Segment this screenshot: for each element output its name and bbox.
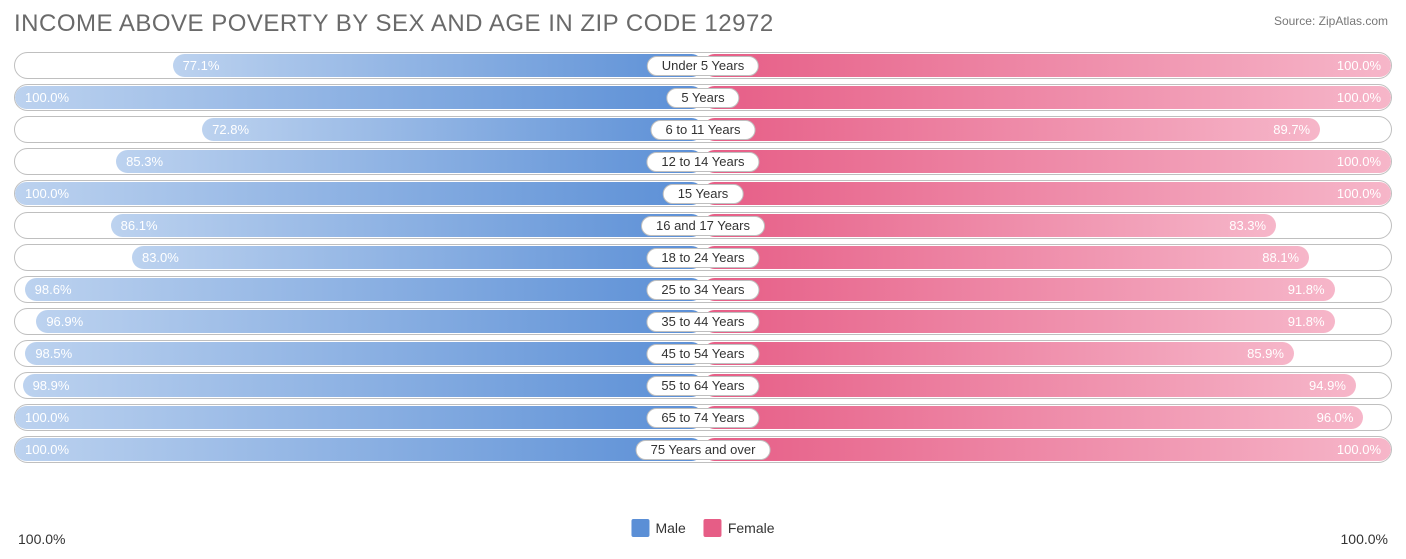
male-bar: 100.0% (15, 406, 703, 429)
male-value-label: 83.0% (142, 250, 179, 265)
chart-source: Source: ZipAtlas.com (1274, 10, 1392, 28)
female-value-label: 100.0% (1337, 154, 1381, 169)
category-label: Under 5 Years (647, 56, 759, 76)
female-bar: 100.0% (703, 182, 1391, 205)
male-value-label: 96.9% (46, 314, 83, 329)
female-bar: 100.0% (703, 150, 1391, 173)
female-bar: 88.1% (703, 246, 1309, 269)
female-bar: 91.8% (703, 310, 1335, 333)
legend-item-female: Female (704, 519, 775, 537)
female-bar: 94.9% (703, 374, 1356, 397)
male-bar: 100.0% (15, 438, 703, 461)
female-value-label: 100.0% (1337, 186, 1381, 201)
chart-row: 100.0% 100.0% 5 Years (14, 84, 1392, 111)
male-bar: 85.3% (116, 150, 703, 173)
category-label: 25 to 34 Years (646, 280, 759, 300)
legend-swatch-male (631, 519, 649, 537)
female-value-label: 96.0% (1317, 410, 1354, 425)
chart-row: 100.0% 100.0% 15 Years (14, 180, 1392, 207)
male-bar: 96.9% (36, 310, 703, 333)
female-value-label: 83.3% (1229, 218, 1266, 233)
male-bar: 86.1% (111, 214, 703, 237)
male-bar: 77.1% (173, 54, 703, 77)
legend-label-female: Female (728, 520, 775, 536)
female-bar: 100.0% (703, 438, 1391, 461)
legend-swatch-female (704, 519, 722, 537)
chart-row: 77.1% 100.0% Under 5 Years (14, 52, 1392, 79)
male-value-label: 85.3% (126, 154, 163, 169)
chart-header: INCOME ABOVE POVERTY BY SEX AND AGE IN Z… (14, 10, 1392, 38)
chart-row: 98.6% 91.8% 25 to 34 Years (14, 276, 1392, 303)
legend-label-male: Male (655, 520, 685, 536)
female-value-label: 91.8% (1288, 282, 1325, 297)
female-value-label: 100.0% (1337, 90, 1381, 105)
male-bar: 100.0% (15, 86, 703, 109)
axis-label-right: 100.0% (1341, 531, 1388, 547)
female-bar: 91.8% (703, 278, 1335, 301)
chart-rows: 77.1% 100.0% Under 5 Years 100.0% 100.0% 5 Ye… (14, 52, 1392, 463)
category-label: 65 to 74 Years (646, 408, 759, 428)
category-label: 12 to 14 Years (646, 152, 759, 172)
male-bar: 83.0% (132, 246, 703, 269)
male-value-label: 98.6% (35, 282, 72, 297)
female-value-label: 94.9% (1309, 378, 1346, 393)
chart-row: 86.1% 83.3% 16 and 17 Years (14, 212, 1392, 239)
female-value-label: 91.8% (1288, 314, 1325, 329)
male-bar: 72.8% (202, 118, 703, 141)
male-value-label: 100.0% (25, 186, 69, 201)
female-bar: 89.7% (703, 118, 1320, 141)
male-value-label: 100.0% (25, 90, 69, 105)
chart-row: 98.9% 94.9% 55 to 64 Years (14, 372, 1392, 399)
chart-row: 96.9% 91.8% 35 to 44 Years (14, 308, 1392, 335)
legend-item-male: Male (631, 519, 685, 537)
male-bar: 100.0% (15, 182, 703, 205)
male-value-label: 86.1% (121, 218, 158, 233)
category-label: 45 to 54 Years (646, 344, 759, 364)
male-value-label: 77.1% (183, 58, 220, 73)
chart-body: 77.1% 100.0% Under 5 Years 100.0% 100.0% 5 Ye… (14, 52, 1392, 511)
female-bar: 85.9% (703, 342, 1294, 365)
male-value-label: 100.0% (25, 442, 69, 457)
chart-row: 83.0% 88.1% 18 to 24 Years (14, 244, 1392, 271)
male-bar: 98.5% (25, 342, 703, 365)
category-label: 55 to 64 Years (646, 376, 759, 396)
axis-label-left: 100.0% (18, 531, 65, 547)
category-label: 75 Years and over (636, 440, 771, 460)
female-value-label: 85.9% (1247, 346, 1284, 361)
category-label: 18 to 24 Years (646, 248, 759, 268)
chart-footer: 100.0% 100.0% Male Female (14, 517, 1392, 551)
male-value-label: 98.5% (35, 346, 72, 361)
male-bar: 98.6% (25, 278, 703, 301)
female-bar: 96.0% (703, 406, 1363, 429)
female-value-label: 89.7% (1273, 122, 1310, 137)
chart-row: 72.8% 89.7% 6 to 11 Years (14, 116, 1392, 143)
category-label: 15 Years (663, 184, 744, 204)
chart-row: 100.0% 100.0% 75 Years and over (14, 436, 1392, 463)
male-value-label: 98.9% (33, 378, 70, 393)
female-bar: 100.0% (703, 54, 1391, 77)
female-bar: 100.0% (703, 86, 1391, 109)
male-bar: 98.9% (23, 374, 703, 397)
chart-row: 100.0% 96.0% 65 to 74 Years (14, 404, 1392, 431)
chart-row: 85.3% 100.0% 12 to 14 Years (14, 148, 1392, 175)
female-value-label: 88.1% (1262, 250, 1299, 265)
female-value-label: 100.0% (1337, 442, 1381, 457)
chart-row: 98.5% 85.9% 45 to 54 Years (14, 340, 1392, 367)
chart-container: INCOME ABOVE POVERTY BY SEX AND AGE IN Z… (0, 0, 1406, 559)
female-value-label: 100.0% (1337, 58, 1381, 73)
male-value-label: 72.8% (212, 122, 249, 137)
category-label: 6 to 11 Years (651, 120, 756, 140)
legend: Male Female (631, 519, 774, 537)
category-label: 35 to 44 Years (646, 312, 759, 332)
category-label: 16 and 17 Years (641, 216, 765, 236)
female-bar: 83.3% (703, 214, 1276, 237)
chart-title: INCOME ABOVE POVERTY BY SEX AND AGE IN Z… (14, 10, 774, 38)
male-value-label: 100.0% (25, 410, 69, 425)
category-label: 5 Years (666, 88, 739, 108)
